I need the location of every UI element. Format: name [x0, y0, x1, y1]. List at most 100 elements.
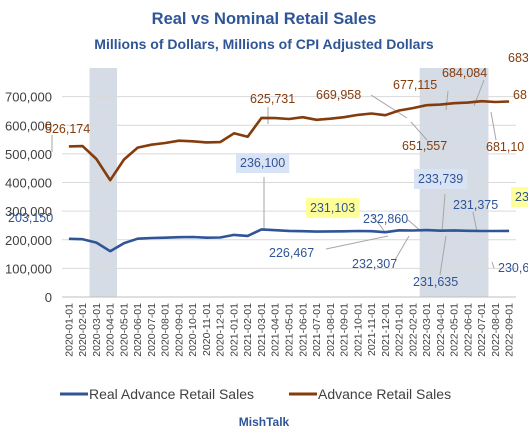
x-tick-label: 2022-09-01 — [504, 303, 516, 357]
nominal-annotation-label: 68 — [513, 88, 527, 102]
real-annotation-box — [236, 153, 290, 173]
x-tick-label: 2022-01-01 — [394, 303, 406, 357]
x-tick-label: 2021-07-01 — [311, 303, 323, 357]
real-annotation: 231,103 — [306, 198, 360, 218]
x-tick-label: 2021-11-01 — [366, 303, 378, 356]
real-annotation-box — [414, 169, 468, 189]
nominal-annotation: 684,084 — [442, 66, 487, 80]
series-line-nominal — [68, 99, 510, 182]
x-tick-label: 2020-04-01 — [105, 303, 117, 357]
y-tick-label: 600,000 — [5, 118, 52, 133]
x-tick-label: 2020-01-01 — [63, 303, 75, 357]
x-tick-label: 2020-08-01 — [160, 303, 172, 357]
real-annotation-label: 231,635 — [413, 275, 458, 289]
x-tick-label: 2022-08-01 — [490, 303, 502, 357]
x-tick-labels: 2020-01-01 2020-02-01 2020-03-01 2020-04-01… — [63, 303, 515, 357]
y-tick-label: 0 — [45, 290, 52, 305]
nominal-leader — [370, 94, 408, 119]
x-tick-label: 2020-03-01 — [91, 303, 103, 357]
x-tick-label: 2022-03-01 — [421, 303, 433, 357]
real-annotation: 232,860 — [363, 212, 408, 226]
real-annotation: 231,375 — [453, 198, 498, 212]
real-annotation-label: 232,860 — [363, 212, 408, 226]
real-annotation-label: 230,6 — [498, 261, 528, 275]
y-tick-label: 500,000 — [5, 147, 52, 162]
data-annotations: 203,150 236,100 226,467 231,103 232,860 232,3… — [8, 51, 528, 289]
x-tick-label: 2022-02-01 — [407, 303, 419, 357]
nominal-annotation: 681,10 — [486, 140, 524, 154]
real-annotation-box — [511, 187, 528, 207]
nominal-annotation-label: 681,10 — [486, 140, 524, 154]
y-tick-label: 400,000 — [5, 176, 52, 191]
y-tick-label: 100,000 — [5, 261, 52, 276]
nominal-annotation: 68 — [513, 88, 527, 102]
real-annotation-label: 233,739 — [418, 172, 463, 186]
real-annotation-label: 231,375 — [453, 198, 498, 212]
x-tick-label: 2020-09-01 — [173, 303, 185, 357]
real-leader — [325, 235, 389, 250]
real-annotation-box — [306, 198, 360, 218]
y-tick-label: 200,000 — [5, 233, 52, 248]
real-annotation: 203,150 — [8, 211, 53, 225]
real-leader — [472, 211, 478, 233]
x-tick-label: 2021-12-01 — [380, 303, 392, 357]
chart-subtitle: Millions of Dollars, Millions of CPI Adj… — [94, 36, 434, 52]
x-tick-label: 2020-11-01 — [201, 303, 213, 356]
x-tick-label: 2020-07-01 — [146, 303, 158, 357]
x-tick-label: 2020-10-01 — [187, 303, 199, 357]
real-annotation-label: 23 — [515, 190, 528, 204]
series-line-real — [68, 228, 510, 253]
x-tick-label: 2020-05-01 — [118, 303, 130, 357]
legend: Real Advance Retail Sales Advance Retail… — [60, 386, 451, 402]
real-annotation: 232,307 — [352, 257, 397, 271]
x-tick-label: 2020-06-01 — [132, 303, 144, 357]
real-leader — [441, 193, 446, 233]
real-leader — [394, 235, 410, 261]
real-leader — [371, 214, 386, 233]
x-tick-label: 2021-05-01 — [284, 303, 296, 357]
nominal-annotation-label: 677,115 — [393, 78, 437, 92]
y-tick-label: 700,000 — [5, 90, 52, 105]
x-tick-label: 2022-06-01 — [462, 303, 474, 357]
nominal-leader — [490, 111, 497, 141]
nominal-annotation-label: 683 — [508, 51, 528, 65]
real-annotation: 236,100 — [236, 153, 290, 173]
real-annotation-label: 226,467 — [269, 246, 314, 260]
series-lines — [68, 99, 510, 253]
gridlines — [62, 96, 516, 298]
y-tick-labels: 0 100,000 200,000 300,000 400,000 500,000 600,… — [5, 90, 52, 305]
real-annotation-label: 231,103 — [310, 201, 355, 215]
real-annotation: 230,6 — [498, 261, 528, 275]
nominal-annotation-label: 625,731 — [250, 92, 295, 106]
nominal-leader — [410, 121, 428, 141]
x-tick-label: 2021-01-01 — [228, 303, 240, 357]
nominal-leader — [445, 90, 449, 111]
nominal-annotation: 683 — [508, 51, 528, 65]
x-tick-label: 2021-10-01 — [352, 303, 364, 357]
x-tick-label: 2022-04-01 — [435, 303, 447, 357]
source-label: MishTalk — [239, 415, 290, 429]
x-tick-label: 2021-09-01 — [339, 303, 351, 357]
legend-label-nominal: Advance Retail Sales — [318, 386, 451, 402]
real-leader — [439, 235, 447, 276]
x-tick-label: 2021-06-01 — [297, 303, 309, 357]
x-tick-label: 2022-07-01 — [476, 303, 488, 357]
x-tick-label: 2021-03-01 — [256, 303, 268, 357]
nominal-annotation-label: 669,958 — [316, 88, 361, 102]
x-tick-label: 2020-02-01 — [77, 303, 89, 357]
nominal-annotation-label: 526,174 — [45, 122, 90, 136]
nominal-annotation-label: 651,557 — [402, 139, 447, 153]
nominal-annotation: 625,731 — [250, 92, 295, 106]
real-leader — [491, 261, 495, 269]
real-annotation: 23 — [511, 187, 528, 207]
nominal-annotation: 669,958 — [316, 88, 361, 102]
nominal-annotation: 651,557 — [402, 139, 447, 153]
x-tick-label: 2021-04-01 — [270, 303, 282, 357]
x-tick-label: 2021-08-01 — [325, 303, 337, 357]
real-annotation: 233,739 — [414, 169, 468, 189]
y-tick-label: 300,000 — [5, 204, 52, 219]
x-tick-label: 2020-12-01 — [215, 303, 227, 357]
chart-title: Real vs Nominal Retail Sales — [152, 10, 377, 28]
real-annotation: 226,467 — [269, 246, 314, 260]
